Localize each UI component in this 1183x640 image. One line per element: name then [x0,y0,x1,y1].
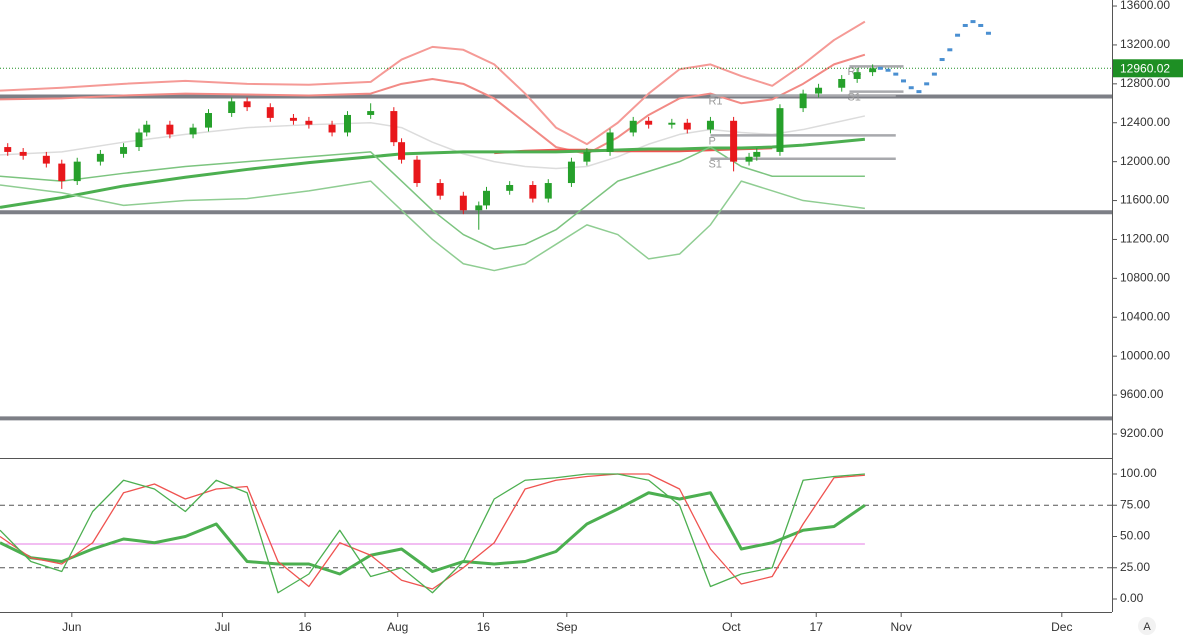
y-tick-label: 9600.00 [1120,387,1164,401]
oscillator-line [0,473,865,590]
y-tick-label: 12400.00 [1120,115,1170,129]
candle-body [776,108,784,152]
candle-body [459,195,467,211]
x-tick-label: 17 [810,620,824,634]
candle-body [367,111,375,115]
auto-scale-label[interactable]: A [1143,621,1151,633]
candle-body [567,161,575,184]
candle-body [4,147,12,152]
overlay-line [0,53,866,155]
candle-body [189,127,197,135]
candle-body [96,153,104,162]
candle-body [228,101,236,114]
candle-body [143,124,151,133]
candle-body [305,120,313,125]
overlay-line [0,20,866,146]
pivot-label: S1 [708,159,721,171]
candle-body [730,120,738,162]
y-tick-label: 25.00 [1120,560,1150,574]
candle-body [529,184,537,199]
candle-body [544,183,552,199]
pivot-label: R1 [708,95,722,107]
candle-body [838,78,846,88]
y-tick-label: 13600.00 [1120,0,1170,12]
y-tick-label: 0.00 [1120,591,1144,605]
x-tick-label: Dec [1051,620,1072,634]
y-tick-label: 12800.00 [1120,76,1170,90]
last-price-box [1113,59,1183,78]
candle-body [120,147,128,154]
last-price-label: 12960.02 [1120,61,1170,75]
x-tick-label: 16 [477,620,491,634]
candle-body [166,124,174,135]
y-tick-label: 9200.00 [1120,426,1164,440]
oscillator-line [0,491,866,576]
candle-body [243,101,251,108]
pivot-label: S1 [847,92,860,104]
x-tick-label: Sep [556,620,578,634]
y-tick-label: 10000.00 [1120,348,1170,362]
auto-scale-button[interactable] [1138,617,1156,635]
candle-body [475,205,483,211]
x-tick-label: Jul [215,620,230,634]
candle-body [753,151,761,157]
candle-body [413,159,421,184]
candle-body [266,107,274,118]
candle-body [645,120,653,125]
candle-body [629,120,637,133]
oscillator-line [0,473,865,594]
candle-body [506,184,514,191]
overlay-line [0,115,866,170]
x-tick-label: Nov [891,620,912,634]
candle-body [205,113,212,128]
candle-body [799,93,807,109]
y-tick-label: 13200.00 [1120,37,1170,51]
pivot-label: P [708,135,715,147]
candle-body [483,190,490,206]
candle-body [398,142,406,160]
y-tick-label: 100.00 [1120,466,1157,480]
candle-body [73,161,81,182]
candle-body [815,87,823,94]
candle-body [42,155,50,164]
y-tick-label: 12000.00 [1120,154,1170,168]
x-tick-label: Jun [62,620,81,634]
y-tick-label: 50.00 [1120,529,1150,543]
candle-body [344,114,351,133]
candle-body [668,122,676,125]
candle-body [606,132,614,152]
y-tick-label: 10800.00 [1120,271,1170,285]
overlay-line [0,146,865,250]
candle-body [19,151,27,156]
candle-body [853,72,861,79]
y-tick-label: 11200.00 [1120,232,1169,246]
x-tick-label: Aug [387,620,408,634]
candle-body [58,163,66,182]
candle-body [436,183,444,196]
candle-body [289,117,297,121]
overlay-line [0,180,865,272]
candle-body [390,111,398,143]
y-tick-label: 10400.00 [1120,309,1170,323]
overlay-line [0,137,866,209]
candle-body [706,120,714,130]
x-tick-label: Oct [722,620,741,634]
candle-body [745,156,753,162]
candle-body [135,132,143,148]
candle-body [869,68,877,73]
y-tick-label: 11600.00 [1120,193,1169,207]
x-tick-label: 16 [298,620,312,634]
y-tick-label: 75.00 [1120,497,1150,511]
candle-body [583,151,591,162]
candle-body [683,122,691,130]
candle-body [328,124,336,133]
